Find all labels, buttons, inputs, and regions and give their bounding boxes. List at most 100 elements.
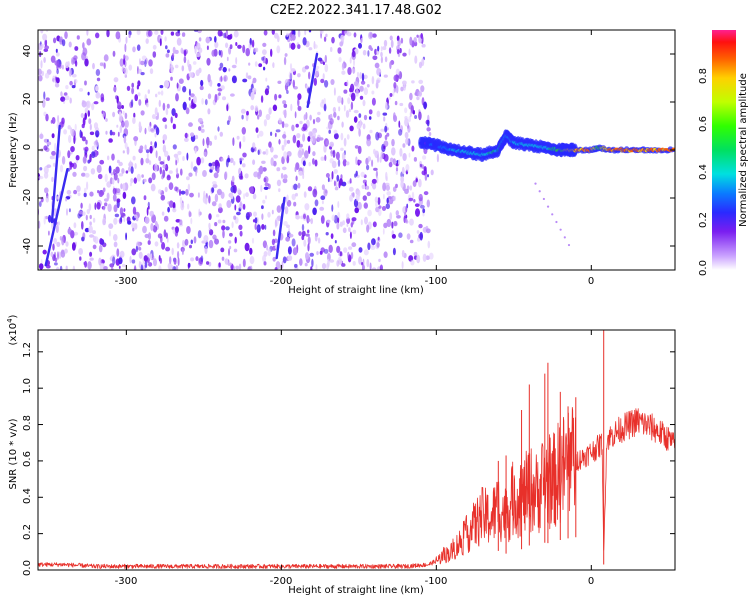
spectrogram-noise-cell (219, 31, 224, 37)
spectrogram-noise-cell (278, 94, 282, 99)
spectrogram-noise-cell (234, 236, 237, 244)
spectrogram-noise-cell (43, 171, 49, 179)
spectrogram-noise-cell (390, 39, 394, 49)
spectrogram-noise-cell (263, 251, 268, 257)
spectrogram-noise-cell (389, 212, 393, 221)
spectrogram-noise-cell (323, 97, 326, 104)
spectrogram-noise-cell (436, 153, 439, 163)
spectrogram-noise-cell (42, 33, 48, 41)
spectrogram-noise-cell (117, 177, 120, 184)
spectrogram-noise-cell (177, 251, 180, 259)
spectrogram-noise-cell (114, 213, 120, 218)
spectrogram-noise-cell (135, 245, 138, 253)
spectrogram-noise-cell (305, 112, 308, 120)
spectrogram-noise-cell (38, 68, 42, 76)
spectrogram-noise-cell (310, 137, 313, 142)
spectrogram-noise-cell (200, 79, 204, 87)
spectrogram-noise-cell (64, 95, 70, 101)
spectrogram-noise-cell (219, 131, 223, 137)
spectrogram-noise-cell (123, 67, 128, 76)
spectrogram-noise-cell (382, 112, 388, 116)
spectrogram-noise-cell (349, 231, 352, 239)
spectrogram-noise-cell (45, 215, 49, 220)
spectrogram-noise-cell (346, 217, 351, 224)
spectrogram-noise-cell (363, 87, 368, 96)
spectrogram-noise-cell (343, 104, 346, 112)
spectrogram-noise-cell (128, 166, 131, 172)
spectrogram-noise-cell (322, 61, 325, 66)
spectrogram-noise-cell (377, 236, 380, 241)
spectrogram-noise-cell (172, 202, 176, 210)
spectrogram-noise-cell (207, 93, 212, 100)
spectrogram-noise-cell (182, 156, 185, 161)
spectrogram-noise-cell (150, 141, 153, 146)
spectrogram-noise-cell (338, 180, 341, 189)
spectrogram-noise-cell (174, 64, 179, 69)
spectrogram-noise-cell (234, 204, 237, 211)
spectrogram-noise-cell (232, 137, 235, 147)
spectrogram-noise-cell (176, 167, 179, 175)
spectrogram-noise-cell (103, 206, 106, 211)
spectrogram-noise-cell (337, 217, 340, 224)
spectrogram-noise-cell (373, 167, 378, 171)
spectrogram-noise-cell (182, 248, 184, 256)
spectrogram-noise-cell (258, 63, 263, 68)
spectrogram-noise-cell (263, 261, 267, 266)
snr-xtick: -100 (425, 576, 448, 587)
spectrogram-noise-cell (63, 92, 68, 96)
spectrogram-noise-cell (408, 152, 411, 158)
spectrogram-noise-cell (151, 172, 156, 181)
spectrogram-noise-cell (372, 182, 377, 190)
spectrogram-noise-cell (239, 201, 242, 207)
spectrogram-noise-cell (96, 202, 101, 210)
spectrogram-noise-cell (53, 237, 57, 245)
spectrogram-noise-cell (113, 241, 118, 248)
spectrogram-noise-cell (133, 265, 137, 270)
spectrogram-noise-cell (327, 177, 330, 183)
spectrogram-noise-cell (369, 32, 373, 38)
spectrogram-noise-cell (389, 93, 393, 97)
spectrogram-echo-point (546, 205, 550, 208)
spectrogram-noise-cell (354, 145, 359, 149)
spectrogram-noise-cell (385, 182, 390, 187)
spectrogram-noise-cell (52, 243, 55, 251)
spectrogram-noise-cell (175, 265, 179, 270)
spectrogram-noise-cell (79, 129, 82, 138)
spectrogram-noise-cell (84, 260, 88, 268)
spectrogram-noise-cell (261, 160, 266, 164)
spectrogram-streak (306, 52, 319, 109)
spectrogram-noise-cell (148, 232, 151, 241)
spectrogram-noise-cell (183, 49, 187, 57)
spectrogram-noise-cell (338, 56, 342, 63)
spectrogram-noise-cell (400, 37, 404, 44)
spectrogram-noise-cell (129, 160, 132, 164)
spectrogram-ticks (38, 30, 675, 270)
spectrogram-noise-cell (274, 93, 278, 101)
spectrogram-noise-cell (245, 48, 250, 57)
spectrogram-noise-cell (82, 156, 87, 164)
spectrogram-noise-cell (313, 77, 317, 86)
spectrogram-noise-cell (78, 210, 83, 215)
spectrogram-noise-cell (112, 256, 116, 266)
snr-panel: -300 -200 -100 0 Height of straight line… (6, 314, 676, 596)
spectrogram-noise-cell (395, 183, 398, 189)
spectrogram-noise-cell (218, 92, 221, 96)
spectrogram-noise-cell (396, 48, 400, 55)
spectrogram-noise-cell (391, 147, 396, 156)
spectrogram-ytick: 0 (22, 144, 33, 150)
spectrogram-noise-cell (364, 216, 368, 225)
spectrogram-noise-cell (78, 88, 84, 92)
spectrogram-noise-cell (385, 101, 388, 111)
spectrogram-noise-cell (355, 156, 358, 165)
spectrogram-echo-point (534, 182, 537, 185)
spectrogram-noise-cell (350, 92, 356, 102)
spectrogram-noise-cell (72, 265, 76, 270)
spectrogram-noise-cell (231, 64, 237, 69)
spectrogram-noise-cell (351, 242, 357, 248)
spectrogram-noise-cell (341, 121, 344, 128)
spectrogram-noise-cell (419, 231, 423, 241)
spectrogram-noise-cell (391, 138, 395, 147)
spectrogram-noise-cell (58, 221, 60, 226)
spectrogram-noise-cell (336, 174, 340, 182)
spectrogram-noise-cell (421, 43, 426, 48)
